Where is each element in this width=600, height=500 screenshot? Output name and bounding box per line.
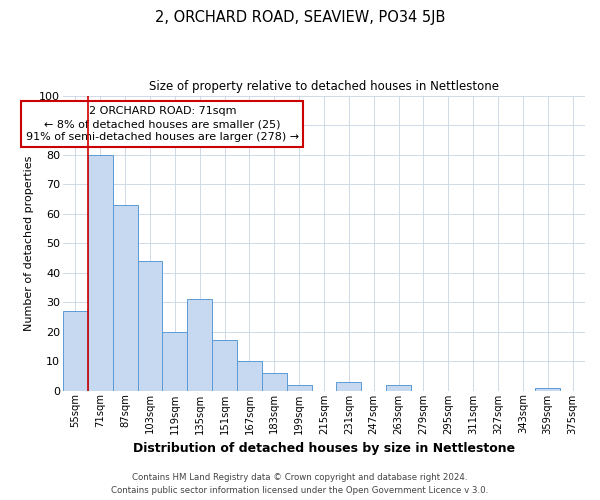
Bar [535, 388, 560, 390]
Bar [337, 382, 361, 390]
Text: Contains HM Land Registry data © Crown copyright and database right 2024.
Contai: Contains HM Land Registry data © Crown c… [112, 474, 488, 495]
X-axis label: Distribution of detached houses by size in Nettlestone: Distribution of detached houses by size … [133, 442, 515, 455]
Bar [237, 361, 262, 390]
Bar [262, 373, 287, 390]
Title: Size of property relative to detached houses in Nettlestone: Size of property relative to detached ho… [149, 80, 499, 93]
Bar [187, 299, 212, 390]
Bar [113, 204, 137, 390]
Bar [88, 154, 113, 390]
Y-axis label: Number of detached properties: Number of detached properties [23, 156, 34, 330]
Bar [212, 340, 237, 390]
Bar [163, 332, 187, 390]
Text: 2, ORCHARD ROAD, SEAVIEW, PO34 5JB: 2, ORCHARD ROAD, SEAVIEW, PO34 5JB [155, 10, 445, 25]
Bar [137, 260, 163, 390]
Bar [287, 384, 311, 390]
Bar [63, 311, 88, 390]
Text: 2 ORCHARD ROAD: 71sqm
← 8% of detached houses are smaller (25)
91% of semi-detac: 2 ORCHARD ROAD: 71sqm ← 8% of detached h… [26, 106, 299, 142]
Bar [386, 384, 411, 390]
